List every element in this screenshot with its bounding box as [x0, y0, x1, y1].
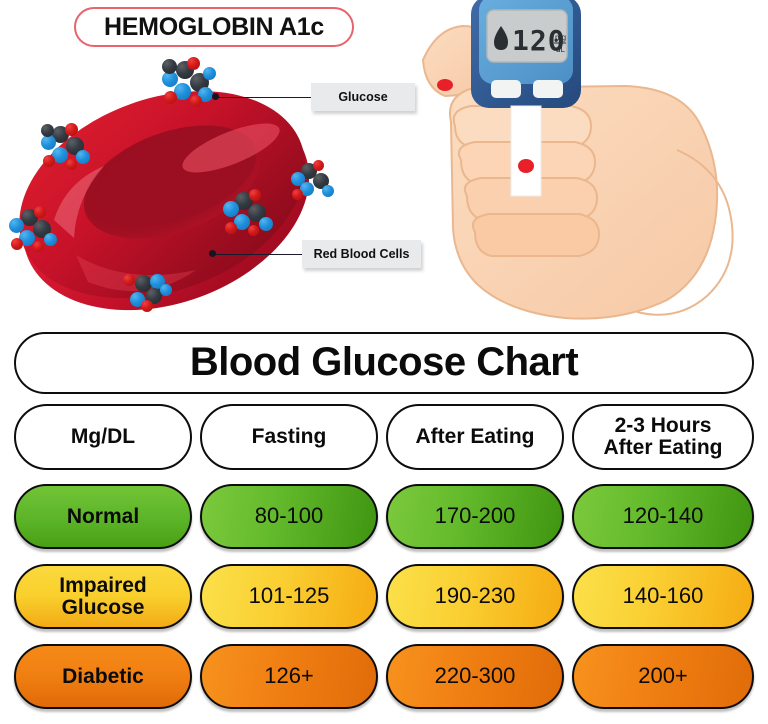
cell-normal-after-eating-value: 170-200 — [434, 503, 516, 529]
cell-diabetic-2-3-hours-value: 200+ — [638, 663, 688, 689]
cell-diabetic-fasting: 126+ — [200, 644, 378, 709]
cell-impaired-after-eating-value: 190-230 — [434, 583, 516, 609]
callout-red-blood-cells-label: Red Blood Cells — [313, 247, 410, 261]
column-header-mgdl: Mg/DL — [14, 404, 192, 470]
row-label-impaired-glucose-line1: Impaired — [59, 573, 147, 597]
column-header-fasting-label: Fasting — [251, 425, 327, 449]
glucose-molecule-icon — [8, 205, 60, 255]
cell-normal-fasting: 80-100 — [200, 484, 378, 549]
column-header-2-3-hours-line2: After Eating — [603, 436, 723, 459]
glucose-anchor-dot — [212, 93, 219, 100]
column-header-mgdl-label: Mg/DL — [70, 425, 136, 449]
rbc-leader-line — [213, 254, 303, 255]
meter-unit-bottom: dL — [556, 45, 565, 54]
cell-normal-2-3-hours: 120-140 — [572, 484, 754, 549]
glucose-molecule-icon — [40, 123, 92, 173]
cell-diabetic-after-eating-value: 220-300 — [434, 663, 516, 689]
cell-diabetic-2-3-hours: 200+ — [572, 644, 754, 709]
hemoglobin-a1c-label: HEMOGLOBIN A1c — [104, 12, 324, 41]
glucose-molecule-icon — [290, 160, 336, 206]
glucose-molecule-icon — [222, 188, 276, 240]
column-header-2-3-hours-after-eating: 2-3 Hours After Eating — [572, 404, 754, 470]
glucose-molecule-icon — [122, 272, 174, 318]
glucose-molecule-icon — [160, 57, 218, 112]
cell-impaired-2-3-hours: 140-160 — [572, 564, 754, 629]
callout-glucose-label: Glucose — [338, 90, 388, 104]
column-header-after-eating-label: After Eating — [415, 425, 535, 449]
row-label-diabetic-text: Diabetic — [62, 664, 144, 688]
row-label-impaired-glucose: Impaired Glucose — [14, 564, 192, 629]
callout-red-blood-cells: Red Blood Cells — [302, 240, 421, 268]
hand-holding-glucometer-illustration: 120 mg dL — [421, 0, 734, 320]
blood-glucose-chart: Blood Glucose Chart Mg/DL Fasting After … — [0, 330, 768, 724]
rbc-anchor-dot — [209, 250, 216, 257]
cell-normal-2-3-hours-value: 120-140 — [622, 503, 704, 529]
chart-title-text: Blood Glucose Chart — [189, 340, 579, 385]
row-label-normal-text: Normal — [66, 504, 140, 528]
column-header-fasting: Fasting — [200, 404, 378, 470]
hemoglobin-a1c-badge: HEMOGLOBIN A1c — [74, 7, 354, 47]
row-label-impaired-glucose-line2: Glucose — [61, 595, 145, 619]
cell-normal-fasting-value: 80-100 — [254, 503, 324, 529]
cell-impaired-2-3-hours-value: 140-160 — [622, 583, 704, 609]
illustration-area: HEMOGLOBIN A1c — [0, 0, 768, 330]
callout-glucose: Glucose — [311, 83, 415, 111]
cell-normal-after-eating: 170-200 — [386, 484, 564, 549]
cell-diabetic-fasting-value: 126+ — [264, 663, 314, 689]
red-blood-cell-illustration — [19, 91, 310, 311]
meter-reading: 120 — [512, 24, 566, 57]
cell-impaired-fasting: 101-125 — [200, 564, 378, 629]
meter-unit-top: mg — [555, 33, 566, 42]
row-label-normal: Normal — [14, 484, 192, 549]
glucose-leader-line — [216, 97, 312, 98]
row-label-diabetic: Diabetic — [14, 644, 192, 709]
column-header-2-3-hours-line1: 2-3 Hours — [614, 414, 712, 438]
cell-diabetic-after-eating: 220-300 — [386, 644, 564, 709]
column-header-after-eating: After Eating — [386, 404, 564, 470]
cell-impaired-fasting-value: 101-125 — [248, 583, 330, 609]
cell-impaired-after-eating: 190-230 — [386, 564, 564, 629]
chart-title: Blood Glucose Chart — [14, 332, 754, 394]
